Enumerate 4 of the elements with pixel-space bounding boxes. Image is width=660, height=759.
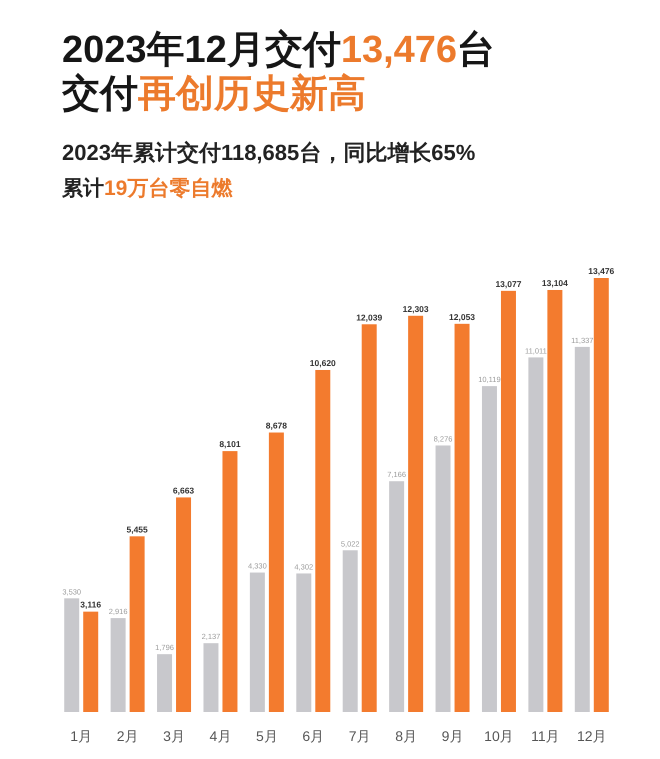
subtitle: 交付再创历史新高 [62,73,366,115]
annotation: 2023年累计交付118,685台，同比增长65% [62,140,476,165]
title: 2023年12月交付13,476台 [62,29,496,71]
annotation: 累计19万台零自燃 [62,177,232,200]
